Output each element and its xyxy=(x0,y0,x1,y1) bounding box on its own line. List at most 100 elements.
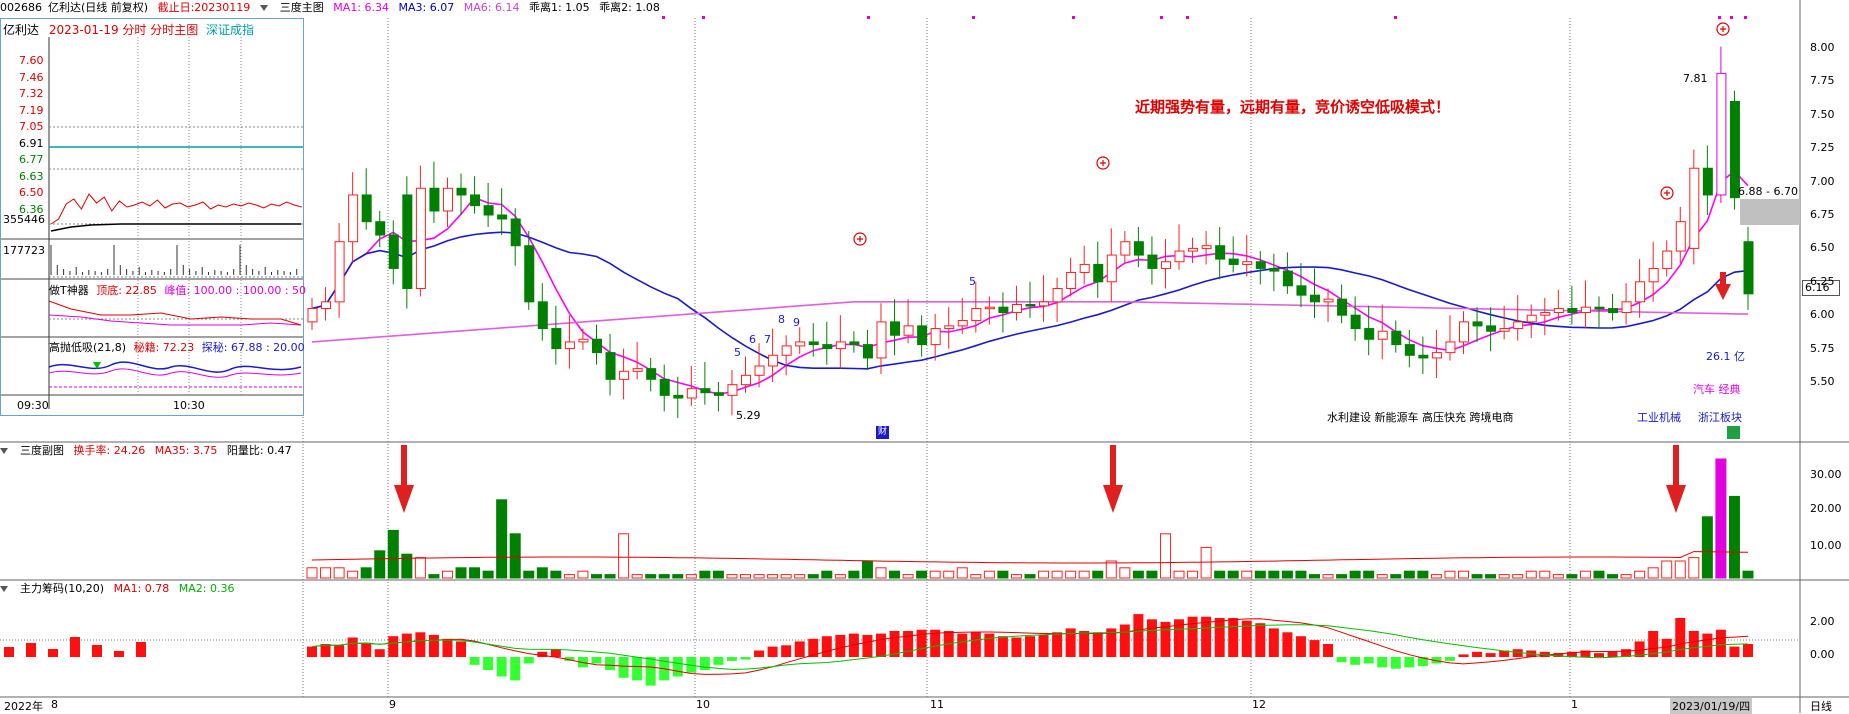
volume-bar xyxy=(1417,570,1429,579)
chip-bar-negative xyxy=(564,657,575,661)
volume-bar xyxy=(347,570,359,579)
amount-label: 26.1 亿 xyxy=(1706,350,1745,363)
candle-body xyxy=(1039,301,1050,307)
candle-body xyxy=(971,308,982,322)
volume-bar xyxy=(1078,570,1090,579)
chip-bar-negative xyxy=(1431,657,1442,664)
volume-bar xyxy=(1430,574,1442,579)
volume-bar xyxy=(861,560,873,579)
month-8: 8 xyxy=(51,698,58,711)
chip-bar-positive xyxy=(48,649,58,657)
candle-body xyxy=(1323,298,1334,303)
inset-subtitle: 2023-01-19 分时 分时主图 xyxy=(48,23,199,37)
inset-time-1030: 10:30 xyxy=(173,399,205,412)
chip-bar-positive xyxy=(1472,651,1483,657)
volume-bar xyxy=(1146,570,1158,579)
sector-tags[interactable]: 水利建设 新能源车 高压快充 跨境电商 xyxy=(1327,411,1514,424)
current-date: 2023/01/19/四 xyxy=(1670,698,1753,714)
candle-body xyxy=(632,368,643,372)
volume-bar xyxy=(970,574,982,579)
candle-body xyxy=(1418,354,1429,359)
volume-bar xyxy=(834,574,846,579)
chip-bar-negative xyxy=(483,657,494,670)
volume-bar xyxy=(1308,574,1320,579)
collapse-icon[interactable] xyxy=(259,1,274,14)
buy-signal-icon-cross xyxy=(1664,190,1670,196)
tgod-peak: 峰值: 100.00 : 100.00 : 50 xyxy=(164,284,307,297)
chip-bar-positive xyxy=(1309,640,1320,657)
down-arrow-icon xyxy=(394,445,414,513)
chip-bar-positive xyxy=(1512,649,1523,657)
candle-body xyxy=(348,194,359,243)
chip-bar-positive xyxy=(442,638,453,657)
candle-body xyxy=(1486,325,1497,332)
candle-body xyxy=(930,328,941,346)
volume-bar xyxy=(1119,567,1131,579)
volume-bar xyxy=(1376,574,1388,579)
chip-bar-positive xyxy=(1038,634,1049,657)
inset-price-label: 6.50 xyxy=(19,186,44,199)
candle-body xyxy=(1052,287,1063,303)
chip-bar-positive xyxy=(374,649,385,657)
month-1: 1 xyxy=(1571,698,1578,711)
candle-body xyxy=(903,325,914,336)
inset-index[interactable]: 深证成指 xyxy=(206,23,255,37)
volume-bar xyxy=(536,567,548,579)
concept-tag[interactable]: 汽车 经典 xyxy=(1693,383,1741,396)
inset-price-label: 6.91 xyxy=(19,136,44,150)
inset-title-row: 亿利达 2023-01-19 分时 分时主图 深证成指 xyxy=(3,21,254,38)
candle-body xyxy=(1635,281,1646,303)
industry-tag[interactable]: 工业机械 xyxy=(1637,411,1681,424)
chip-ma2-line xyxy=(311,624,1749,670)
sub1-axis-30: 30.00 xyxy=(1810,468,1842,481)
chip-ma1-line xyxy=(311,618,1749,675)
chip-bar-positive xyxy=(334,645,345,657)
inset-tgod-row: 做T神器 顶底: 22.85 峰值: 100.00 : 100.00 : 50 xyxy=(49,282,306,298)
inset-down-marker-icon xyxy=(93,362,101,369)
volume-bar xyxy=(753,574,765,579)
candle-body xyxy=(1215,245,1226,260)
chip-bar-positive xyxy=(1688,631,1699,657)
volume-bar xyxy=(523,570,535,579)
candle-body xyxy=(1431,352,1442,359)
inset-hl-line2 xyxy=(48,368,302,378)
intraday-inset[interactable]: 亿利达 2023-01-19 分时 分时主图 深证成指 7.60 7.46 7.32… xyxy=(0,18,306,416)
top-signal-dot xyxy=(1730,16,1733,19)
chip-bar-positive xyxy=(307,646,317,657)
volume-bar xyxy=(1336,574,1348,579)
hl-secret: 秘籍: 72.23 xyxy=(133,341,195,354)
candle-body xyxy=(1364,328,1375,340)
chip-bar-positive xyxy=(875,633,886,657)
buy-signal-icon-cross xyxy=(1720,26,1726,32)
sub2-collapse-icon[interactable] xyxy=(0,582,14,595)
candle-body xyxy=(754,365,765,376)
volume-bar xyxy=(1471,574,1483,579)
volume-bar xyxy=(1105,560,1117,579)
stock-name: 亿利达(日线 前复权) xyxy=(48,1,149,14)
event-marker[interactable] xyxy=(1727,426,1740,439)
volume-bar xyxy=(1485,574,1497,579)
chip-bar-negative xyxy=(713,657,724,665)
chip-bar-positive xyxy=(903,631,914,657)
top-signal-dot xyxy=(1072,16,1075,19)
chip-bar-negative xyxy=(618,657,629,678)
candle-body xyxy=(1445,341,1456,354)
volume-bar xyxy=(306,567,318,579)
period-label[interactable]: 日线 xyxy=(1810,700,1832,713)
finance-marker[interactable]: 财 xyxy=(876,426,889,439)
price-axis-label: 5.75 xyxy=(1810,341,1835,355)
chip-bar-positive xyxy=(550,649,561,657)
sub1-collapse-icon[interactable] xyxy=(0,444,14,457)
chip-bar-negative xyxy=(1363,657,1374,664)
volume-bar xyxy=(1579,570,1591,579)
volume-bar xyxy=(1268,570,1280,579)
region-tag[interactable]: 浙江板块 xyxy=(1698,411,1742,424)
volume-bar xyxy=(848,570,860,579)
chip-bar-positive xyxy=(347,637,358,657)
chip-bar-positive xyxy=(754,650,765,657)
candle-body xyxy=(429,187,440,212)
stock-code: 002686 xyxy=(0,1,42,14)
volume-bar xyxy=(604,574,616,579)
chip-bar-positive xyxy=(1255,623,1266,657)
